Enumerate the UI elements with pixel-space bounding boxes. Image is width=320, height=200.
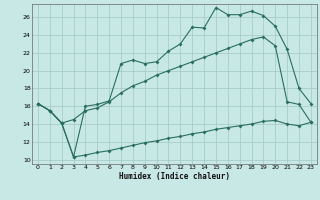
X-axis label: Humidex (Indice chaleur): Humidex (Indice chaleur) xyxy=(119,172,230,181)
